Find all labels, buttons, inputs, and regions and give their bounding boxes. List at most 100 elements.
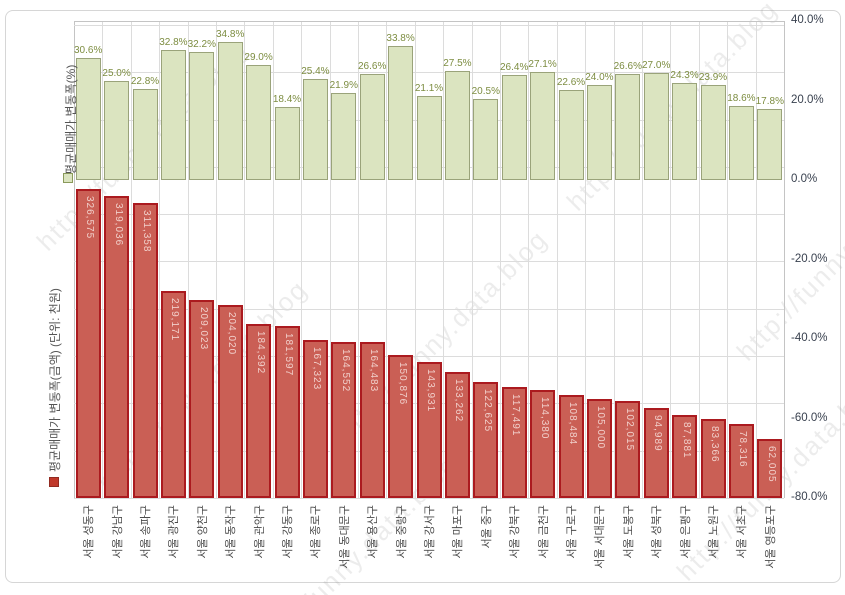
percent-bar: [75, 58, 101, 180]
x-axis-category-label: 서울 종로구: [310, 505, 323, 559]
right-axis-tick-label: 20.0%: [791, 93, 824, 106]
vertical-gridline: [244, 21, 246, 498]
legend-swatch-amount-series: [49, 477, 59, 487]
percent-bar: [586, 84, 612, 180]
right-axis-tick-label: -80.0%: [791, 491, 828, 503]
amount-bar: [501, 386, 527, 498]
amount-bar: [217, 304, 243, 498]
percent-bar: [530, 72, 556, 180]
amount-bar-label: 143,931: [425, 368, 436, 412]
amount-bar: [728, 423, 754, 498]
vertical-gridline: [727, 21, 729, 498]
vertical-gridline: [585, 21, 587, 498]
vertical-gridline: [500, 21, 501, 498]
percent-bar: [444, 70, 470, 180]
x-axis-category-label: 서울 용산구: [367, 505, 380, 559]
percent-bar: [189, 52, 215, 180]
percent-bar: [302, 79, 328, 180]
vertical-gridline: [159, 21, 161, 498]
x-axis-category-label: 서울 도봉구: [622, 505, 635, 559]
percent-bar: [104, 80, 130, 180]
amount-bar-label: 181,597: [283, 333, 294, 377]
amount-bar: [672, 414, 698, 498]
vertical-gridline: [755, 21, 757, 498]
amount-bar: [75, 189, 101, 498]
percent-bar-label: 17.8%: [755, 96, 784, 108]
percent-bar-label: 32.2%: [187, 39, 216, 50]
percent-bar-label: 26.6%: [613, 61, 642, 73]
amount-bar: [444, 371, 470, 498]
vertical-gridline: [301, 21, 303, 498]
amount-bar: [189, 300, 215, 498]
amount-bar: [416, 361, 442, 498]
amount-bar: [160, 290, 186, 498]
vertical-gridline: [74, 21, 75, 498]
amount-bar: [104, 196, 130, 498]
percent-bar: [643, 72, 669, 180]
percent-bar: [672, 83, 698, 180]
percent-bar: [359, 74, 385, 180]
percent-bar: [728, 106, 754, 180]
amount-bar: [331, 342, 357, 498]
vertical-gridline: [272, 21, 274, 498]
percent-bar-label: 34.8%: [216, 28, 245, 40]
amount-bar-label: 204,020: [226, 311, 238, 356]
x-axis-category-label: 서울 중구: [480, 505, 493, 549]
percent-bar-label: 21.1%: [414, 83, 444, 95]
percent-bar-label: 18.6%: [727, 93, 756, 105]
right-axis-tick-label: -60.0%: [791, 411, 828, 424]
x-axis-category-label: 서울 서대문구: [594, 505, 607, 569]
amount-bar: [473, 381, 499, 498]
amount-bar-label: 114,380: [538, 396, 550, 440]
percent-bar: [558, 90, 584, 180]
x-axis-category-label: 서울 동작구: [225, 505, 238, 559]
percent-bar-label: 22.6%: [556, 77, 586, 89]
amount-bar-label: 311,358: [141, 210, 152, 253]
right-axis-tick-label: -40.0%: [791, 332, 828, 344]
percent-bar: [274, 106, 300, 180]
x-axis-category-label: 서울 강서구: [424, 505, 436, 559]
amount-bar: [388, 355, 414, 498]
vertical-gridline: [386, 21, 388, 498]
percent-bar-label: 24.0%: [585, 71, 614, 83]
amount-bar: [246, 323, 272, 498]
amount-bar-label: 108,484: [567, 402, 578, 446]
percent-bar: [700, 84, 726, 180]
percent-bar-label: 27.0%: [642, 59, 671, 71]
amount-bar-label: 184,392: [254, 330, 266, 374]
horizontal-gridline: [74, 356, 784, 358]
vertical-gridline: [642, 21, 643, 498]
amount-bar: [530, 389, 556, 498]
x-axis-category-label: 서울 송파구: [140, 505, 152, 559]
amount-bar: [586, 398, 612, 498]
x-axis-category-label: 서울 노원구: [708, 505, 720, 559]
vertical-gridline: [216, 21, 217, 498]
horizontal-gridline: [74, 24, 784, 26]
x-axis-category-label: 서울 중랑구: [395, 505, 408, 559]
amount-bar-label: 164,483: [368, 349, 380, 393]
amount-bar: [757, 439, 783, 498]
x-axis-category-label: 서울 관악구: [253, 505, 266, 559]
horizontal-gridline: [74, 72, 784, 74]
amount-bar-label: 326,575: [84, 196, 96, 240]
vertical-gridline: [414, 21, 416, 498]
percent-bar: [160, 49, 186, 180]
x-axis-category-label: 서울 강동구: [282, 505, 294, 559]
percent-bar-label: 29.0%: [244, 51, 273, 63]
percent-bar-label: 33.8%: [386, 32, 415, 44]
amount-bar-label: 164,552: [339, 349, 351, 393]
vertical-gridline: [556, 21, 558, 498]
percent-bar: [757, 109, 783, 180]
vertical-gridline: [784, 21, 785, 498]
vertical-gridline: [130, 21, 132, 498]
amount-bar-label: 117,491: [510, 393, 522, 437]
y-axis-title-amount: 평균매매가 변동폭(금액) (단위: 천원): [48, 288, 62, 472]
amount-bar-label: 209,023: [197, 307, 209, 351]
percent-bar-label: 26.6%: [358, 61, 387, 73]
amount-bar: [558, 395, 584, 498]
percent-bar: [615, 74, 641, 180]
amount-bar-label: 102,015: [623, 408, 635, 452]
vertical-gridline: [698, 21, 700, 498]
vertical-gridline: [187, 21, 189, 498]
amount-bar-label: 319,036: [112, 203, 124, 247]
